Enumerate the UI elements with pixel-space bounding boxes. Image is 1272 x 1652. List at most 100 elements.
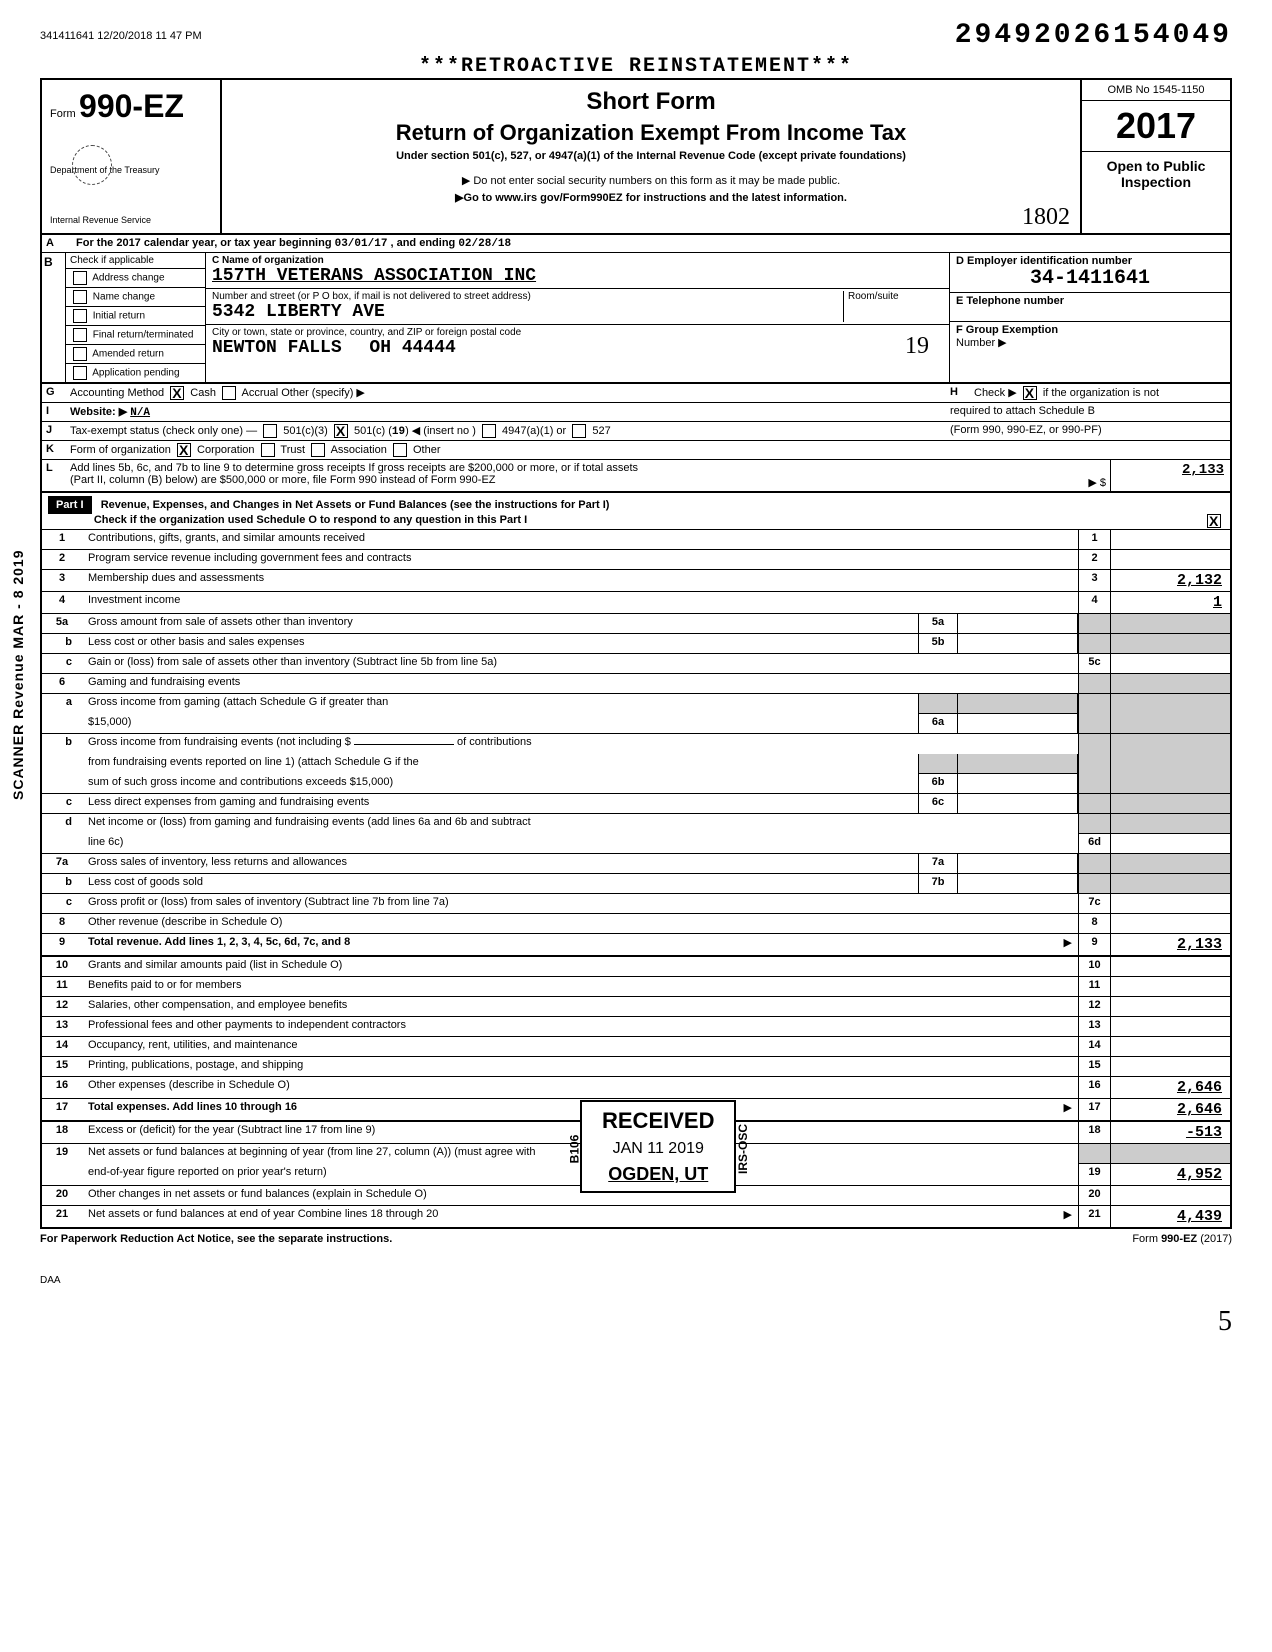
short-form-label: Short Form xyxy=(230,88,1072,116)
check-4947[interactable] xyxy=(482,424,496,438)
check-amended[interactable]: Amended return xyxy=(66,345,205,364)
ein-label: D Employer identification number xyxy=(956,255,1132,267)
state-zip: OH 44444 xyxy=(369,338,455,358)
val-6d xyxy=(1110,834,1230,853)
city-label: City or town, state or province, country… xyxy=(212,327,521,338)
row-7a: 7a Gross sales of inventory, less return… xyxy=(42,854,1230,874)
col-right: D Employer identification number 34-1411… xyxy=(950,253,1230,382)
retroactive-banner: ***RETROACTIVE REINSTATEMENT*** xyxy=(40,55,1232,78)
open-public-1: Open to Public xyxy=(1088,158,1224,174)
tax-year: 2017 xyxy=(1082,101,1230,152)
label-j: J xyxy=(42,422,66,440)
row-h-line3: (Form 990, 990-EZ, or 990-PF) xyxy=(946,422,1230,440)
label-h: H xyxy=(946,384,970,402)
row-k: K Form of organization Corporation Trust… xyxy=(40,441,1232,460)
val-11 xyxy=(1110,977,1230,996)
val-16: 2,646 xyxy=(1110,1077,1230,1098)
row-9: 9 Total revenue. Add lines 1, 2, 3, 4, 5… xyxy=(42,934,1230,957)
row-12: 12 Salaries, other compensation, and emp… xyxy=(42,997,1230,1017)
val-17: 2,646 xyxy=(1110,1099,1230,1120)
city: NEWTON FALLS xyxy=(212,338,342,358)
row-6d-2: line 6c) 6d xyxy=(42,834,1230,854)
check-accrual[interactable] xyxy=(222,386,236,400)
val-8 xyxy=(1110,914,1230,933)
check-initial-return[interactable]: Initial return xyxy=(66,307,205,326)
501c-insert: 19 xyxy=(392,426,405,438)
phone-label: E Telephone number xyxy=(956,295,1064,307)
val-12 xyxy=(1110,997,1230,1016)
val-4: 1 xyxy=(1110,592,1230,613)
label-i: I xyxy=(42,403,66,421)
check-501c[interactable] xyxy=(334,424,348,438)
form-number: 990-EZ xyxy=(79,88,184,124)
form-prefix: Form xyxy=(50,108,76,120)
row-h-content: Check ▶ if the organization is not xyxy=(970,384,1230,402)
val-2 xyxy=(1110,550,1230,569)
val-21: 4,439 xyxy=(1110,1206,1230,1227)
val-20 xyxy=(1110,1186,1230,1205)
val-3: 2,132 xyxy=(1110,570,1230,591)
val-5c xyxy=(1110,654,1230,673)
doc-id: 341411641 12/20/2018 11 47 PM xyxy=(40,30,202,42)
row-3: 3 Membership dues and assessments 3 2,13… xyxy=(42,570,1230,592)
check-corporation[interactable] xyxy=(177,443,191,457)
part-1-check-text: Check if the organization used Schedule … xyxy=(94,514,527,526)
col-c-name-label: C Name of organization 157TH VETERANS AS… xyxy=(206,253,949,289)
daa-label: DAA xyxy=(40,1275,1232,1286)
col-b-header: Check if applicable xyxy=(66,253,205,269)
label-l: L xyxy=(42,460,66,491)
row-l-arrow: ▶ $ xyxy=(1070,460,1110,491)
handwritten-1802: 1802 xyxy=(1022,204,1070,231)
row-11: 11 Benefits paid to or for members 11 xyxy=(42,977,1230,997)
row-15: 15 Printing, publications, postage, and … xyxy=(42,1057,1230,1077)
stamp-irs-osc: IRS-OSC xyxy=(736,1124,750,1174)
addr-label: Number and street (or P O box, if mail i… xyxy=(212,291,531,302)
val-1 xyxy=(1110,530,1230,549)
row-13: 13 Professional fees and other payments … xyxy=(42,1017,1230,1037)
website-value: N/A xyxy=(130,407,150,419)
stamp-received: RECEIVED xyxy=(602,1108,714,1134)
label-a: A xyxy=(42,235,72,252)
val-15 xyxy=(1110,1057,1230,1076)
row-i-content: Website: ▶ N/A xyxy=(66,403,946,421)
col-c: C Name of organization 157TH VETERANS AS… xyxy=(206,253,950,382)
header-right: OMB No 1545-1150 2017 Open to Public Ins… xyxy=(1080,80,1230,233)
row-6b-2: from fundraising events reported on line… xyxy=(42,754,1230,774)
page-number: 5 xyxy=(40,1306,1232,1338)
check-trust[interactable] xyxy=(261,443,275,457)
row-i: I Website: ▶ N/A required to attach Sche… xyxy=(40,403,1232,422)
val-9: 2,133 xyxy=(1110,934,1230,955)
open-public: Open to Public Inspection xyxy=(1082,152,1230,196)
row-8: 8 Other revenue (describe in Schedule O)… xyxy=(42,914,1230,934)
row-5b: b Less cost or other basis and sales exp… xyxy=(42,634,1230,654)
check-501c3[interactable] xyxy=(263,424,277,438)
row-5c: c Gain or (loss) from sale of assets oth… xyxy=(42,654,1230,674)
check-schedule-b[interactable] xyxy=(1023,386,1037,400)
part-1-label: Part I xyxy=(48,496,92,514)
group-label: F Group Exemption xyxy=(956,324,1058,336)
val-7c xyxy=(1110,894,1230,913)
val-13 xyxy=(1110,1017,1230,1036)
row-21: 21 Net assets or fund balances at end of… xyxy=(42,1206,1230,1227)
room-label: Room/suite xyxy=(843,291,943,322)
row-14: 14 Occupancy, rent, utilities, and maint… xyxy=(42,1037,1230,1057)
line-a-mid: , and ending xyxy=(390,237,455,249)
org-name: 157TH VETERANS ASSOCIATION INC xyxy=(212,266,536,286)
check-schedule-o[interactable] xyxy=(1207,514,1221,528)
line-a: A For the 2017 calendar year, or tax yea… xyxy=(40,235,1232,253)
check-final-return[interactable]: Final return/terminated xyxy=(66,326,205,345)
open-public-2: Inspection xyxy=(1088,174,1224,190)
check-527[interactable] xyxy=(572,424,586,438)
group-number-label: Number ▶ xyxy=(956,337,1007,349)
check-cash[interactable] xyxy=(170,386,184,400)
line-a-prefix: For the 2017 calendar year, or tax year … xyxy=(76,237,332,249)
check-name-change[interactable]: Name change xyxy=(66,288,205,307)
check-pending[interactable]: Application pending xyxy=(66,364,205,382)
tax-year-end: 02/28/18 xyxy=(458,238,511,250)
row-6a-1: a Gross income from gaming (attach Sched… xyxy=(42,694,1230,714)
row-l-content: Add lines 5b, 6c, and 7b to line 9 to de… xyxy=(66,460,1070,491)
check-other-org[interactable] xyxy=(393,443,407,457)
footer-right: Form 990-EZ (2017) xyxy=(1132,1233,1232,1245)
check-address-change[interactable]: Address change xyxy=(66,269,205,288)
check-association[interactable] xyxy=(311,443,325,457)
